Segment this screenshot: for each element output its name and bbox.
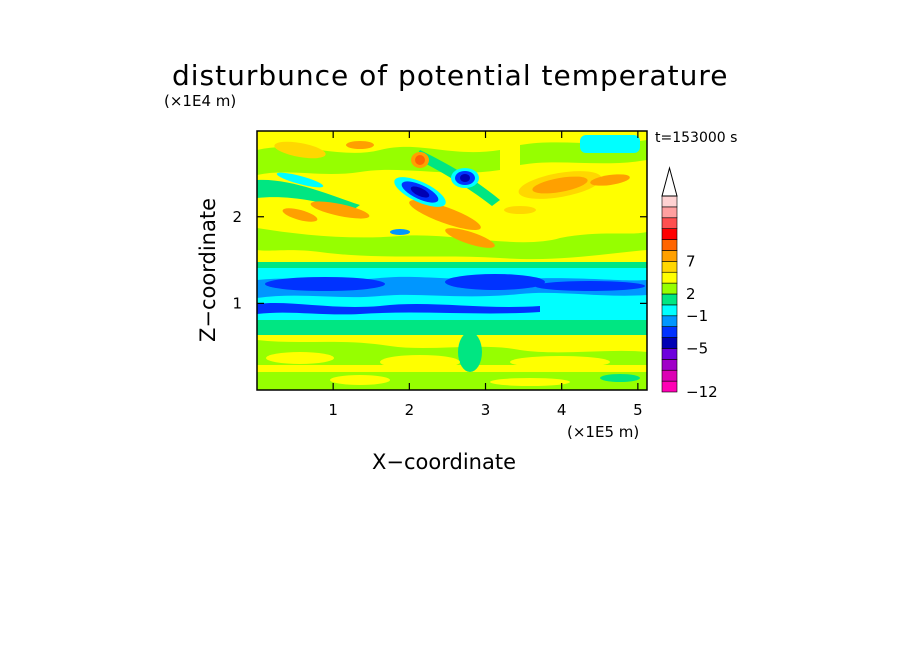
upper-cold-anomalies [276,135,640,235]
lower-layer [257,332,647,390]
colorbar-swatch [661,380,678,393]
colorbar-swatch [661,271,678,284]
colorbar-swatch [661,261,678,273]
x-axis-label: X−coordinate [372,450,516,474]
colorbar-swatch [661,304,678,317]
colorbar-swatch [661,337,678,349]
x-tick-label: 1 [328,401,338,419]
colorbar-swatch [661,206,678,219]
colorbar-label: 7 [686,252,696,270]
mid-level-cold-band [257,268,647,335]
colorbar-swatch [661,369,678,382]
x-tick-label: 3 [481,401,491,419]
warm-anomalies [274,141,630,248]
colorbar-swatch [661,348,678,360]
colorbar-swatch [661,217,678,229]
x-tick-label: 2 [405,401,415,419]
colorbar-swatch [661,250,678,262]
chart-title: disturbunce of potential temperature [172,59,729,92]
contour-field [257,131,647,390]
colorbar-swatch [661,326,678,338]
colorbar-label: −1 [686,307,708,325]
y-tick-label: 2 [232,208,242,226]
colorbar: 7 2 −1 −5 −12 [661,166,718,401]
colorbar-swatch [661,293,678,306]
x-tick-label: 4 [557,401,567,419]
colorbar-swatch [661,315,678,327]
colorbar-label: 2 [686,285,696,303]
plot-frame [256,130,648,391]
colorbar-swatch [661,228,678,240]
x-axis-ticks: 1 2 3 4 5 [328,131,643,419]
colorbar-extend-arrow [661,166,678,197]
y-tick-label: 1 [232,294,242,312]
x-axis-unit: (×1E5 m) [567,423,640,441]
colorbar-swatch [661,195,678,208]
y-axis-unit: (×1E4 m) [164,92,237,110]
time-label: t=153000 s [655,130,738,146]
colorbar-label: −5 [686,339,708,357]
colorbar-label: −12 [686,383,718,401]
colorbar-swatch [661,239,678,251]
colorbar-swatch [661,282,678,295]
y-axis-ticks: 12 [232,208,647,312]
colorbar-swatch [661,359,678,371]
x-tick-label: 5 [633,401,643,419]
